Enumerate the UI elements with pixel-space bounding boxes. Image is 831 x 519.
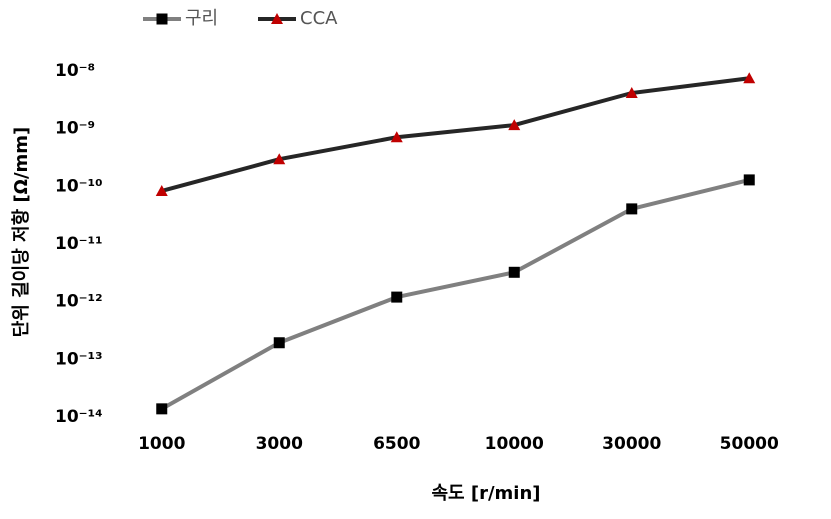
series-line: [161, 76, 750, 193]
data-point: [743, 174, 755, 186]
y-tick-label: 10⁻⁸: [55, 61, 95, 81]
data-point: [273, 337, 285, 349]
y-tick-label: 10⁻¹²: [55, 292, 103, 312]
y-tick-label: 10⁻⁹: [55, 119, 95, 139]
y-tick-label: 10⁻¹⁴: [55, 407, 103, 427]
data-point: [625, 86, 638, 98]
x-axis-label: 속도 [r/min]: [431, 483, 540, 504]
data-point: [391, 291, 403, 303]
data-point: [390, 131, 403, 143]
y-tick-label: 10⁻¹¹: [55, 234, 103, 254]
x-tick-label: 1000: [138, 434, 185, 454]
legend-marker: [156, 13, 168, 25]
y-tick-label: 10⁻¹⁰: [55, 176, 103, 196]
x-tick-label: 6500: [373, 434, 420, 454]
data-point: [508, 119, 521, 131]
data-point: [743, 72, 756, 84]
data-point: [508, 266, 520, 278]
legend-label: CCA: [300, 8, 338, 29]
data-point: [155, 184, 168, 196]
x-tick-label: 50000: [720, 434, 779, 454]
y-tick-label: 10⁻¹³: [55, 349, 103, 369]
legend-marker: [271, 13, 283, 24]
y-axis-label: 단위 길이당 저항 [Ω/mm]: [10, 127, 32, 338]
x-tick-label: 3000: [256, 434, 303, 454]
data-point: [626, 203, 638, 215]
x-tick-label: 10000: [485, 434, 544, 454]
data-point: [273, 153, 286, 165]
x-tick-label: 30000: [602, 434, 661, 454]
data-point: [156, 403, 168, 415]
legend-label: 구리: [185, 8, 218, 29]
series-line: [160, 177, 750, 411]
